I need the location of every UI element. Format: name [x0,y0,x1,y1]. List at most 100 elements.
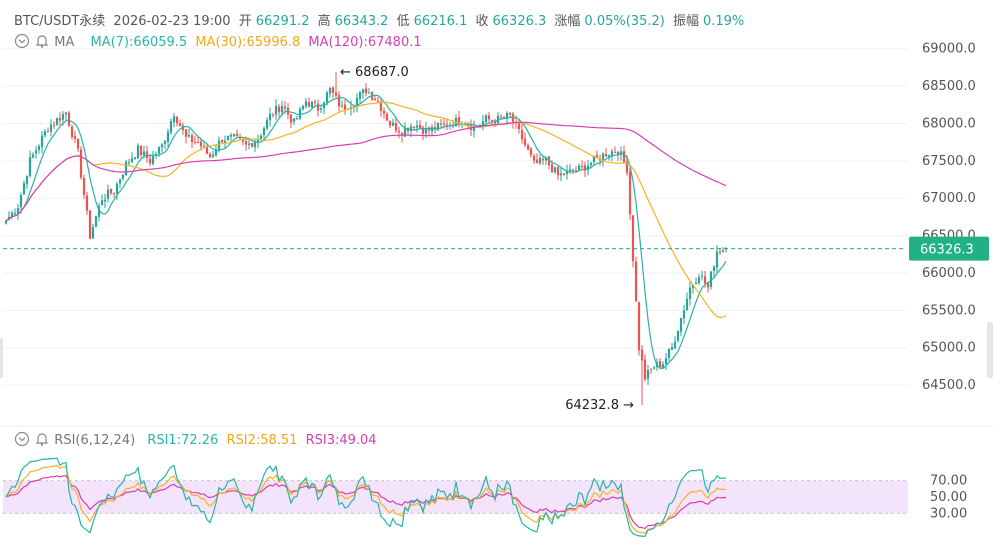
candle-body [541,158,545,161]
candle-body [361,89,365,94]
candle-body [616,151,620,155]
candle-body [49,124,53,132]
candle-body [673,341,677,349]
candle-body [73,136,77,139]
candle-body [55,118,59,126]
symbol-label: BTC/USDT永续 [14,14,106,29]
candle-body [283,106,287,109]
candle-body [211,154,215,157]
candle-body [223,140,227,144]
candle-body [631,215,635,262]
candle-body [436,123,440,131]
candle-body [124,161,128,176]
candle-body [505,112,509,119]
ma-line-30 [5,101,727,319]
price-axis-tick: 68500.0 [922,79,976,94]
candle-body [547,156,551,166]
candle-body [667,348,671,358]
candle-body [289,114,293,123]
rsi2-value: RSI2:58.51 [226,433,298,448]
candle-body [670,347,674,350]
candle-body [415,125,419,128]
candle-body [52,124,56,126]
candle-body [715,251,719,268]
collapse-chevron-icon[interactable] [14,33,30,49]
low-annotation: 64232.8 → [565,398,634,413]
ma30-value: MA(30):65996.8 [195,35,301,50]
candle-body [13,213,17,215]
candle-body [76,138,80,149]
candle-body [214,150,218,156]
candle-body [487,115,491,120]
candle-body [337,95,341,107]
candle-body [334,92,338,96]
candle-body [220,139,224,142]
candle-body [532,155,536,161]
last-price-tag [909,236,989,261]
price-axis-tick: 67000.0 [922,191,976,206]
candle-body [601,153,605,161]
candle-body [196,142,200,144]
candle-body [172,116,176,123]
candle-body [133,157,137,159]
bell-icon[interactable] [34,431,50,447]
bell-icon[interactable] [34,33,50,49]
candle-body [577,165,581,171]
candle-body [70,126,74,138]
candle-body [316,103,320,111]
ma-line-120 [5,121,727,222]
low-label: 低 [396,14,410,29]
candle-body [502,116,506,118]
candle-body [721,250,725,252]
candle-body [166,131,170,142]
candle-body [685,298,689,311]
candle-body [16,208,20,214]
candle-body [394,123,398,131]
candle-body [34,150,38,154]
candle-body [376,101,380,103]
candle-body [634,261,638,302]
candle-body [280,106,284,113]
candle-body [82,178,86,196]
candle-body [625,161,629,173]
collapse-chevron-icon[interactable] [14,431,30,447]
price-axis-tick: 64500.0 [922,378,976,393]
candle-body [544,157,548,161]
candle-body [58,118,62,121]
candle-body [187,134,191,137]
candle-body [199,141,203,147]
candle-body [310,101,314,108]
candle-body [697,277,701,284]
candle-body [523,138,527,145]
candle-body [445,124,449,127]
candle-body [103,199,107,202]
candle-body [250,143,254,147]
ma7-value: MA(7):66059.5 [90,35,188,50]
ma-line-7 [5,94,727,370]
candle-body [190,135,194,142]
high-annotation: ← 68687.0 [340,65,409,80]
candle-body [400,132,404,136]
candle-body [325,92,329,103]
candle-body [535,159,539,164]
candle-body [439,123,443,125]
amplitude-value: 0.19% [702,14,745,29]
ma-legend: MA MA(7):66059.5 MA(30):65996.8 MA(120):… [14,33,426,50]
candle-body [10,212,14,217]
candle-body [175,116,179,124]
right-scroll-handle[interactable] [987,322,993,378]
left-scroll-handle[interactable] [0,338,3,378]
candle-body [253,141,257,148]
candle-body [40,135,44,147]
high-label: 高 [317,14,331,29]
candle-body [313,101,317,103]
candle-body [364,88,368,94]
candle-body [442,123,446,125]
candle-body [91,227,95,239]
rsi-legend: RSI(6,12,24) RSI1:72.26 RSI2:58.51 RSI3:… [14,431,381,448]
candle-body [22,183,26,195]
rsi-label: RSI(6,12,24) [54,433,136,448]
rsi3-value: RSI3:49.04 [305,433,377,448]
candle-body [25,176,29,184]
